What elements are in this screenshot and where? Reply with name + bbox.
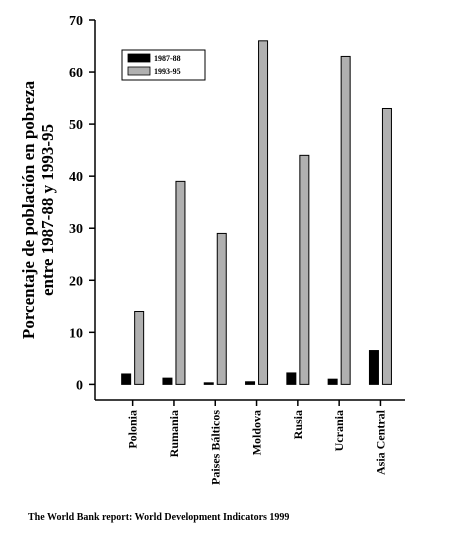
bar [175,180,186,385]
y-tick-label: 10 [69,326,83,341]
legend-swatch [127,53,151,63]
bar [327,378,338,385]
y-tick-label: 0 [76,378,83,393]
x-tick-label: Polonia [126,410,140,449]
bar [203,382,214,385]
legend-swatch [127,66,151,76]
y-tick-label: 30 [69,222,83,237]
y-tick-label: 50 [69,118,83,133]
y-axis-title: Porcentaje de población en pobreza entre… [19,80,57,339]
legend-label: 1993-95 [154,67,181,76]
bar [216,232,227,385]
legend-label: 1987-88 [154,54,181,63]
y-label-line: entre 1987-88 y 1993-95 [38,124,57,296]
x-tick-label: Paises Bálticos [208,410,222,485]
y-tick-label: 40 [69,170,83,185]
source-note: The World Bank report: World Development… [28,512,289,523]
bar [286,372,297,385]
x-tick-label: Asia Central [373,409,387,475]
bar [121,373,132,385]
bar [245,381,256,385]
y-tick-label: 20 [69,274,83,289]
bar [340,55,351,385]
bar [381,107,392,385]
bar [368,350,379,385]
y-tick-label: 70 [69,14,83,29]
bar [134,311,145,385]
bar [162,377,173,385]
bar [299,154,310,385]
x-tick-label: Moldova [250,410,264,455]
x-tick-label: Rumania [167,410,181,457]
x-tick-label: Ucrania [332,410,346,451]
legend: 1987-88 1993-95 [121,49,206,81]
x-tick-label: Rusia [291,410,305,439]
bar [258,40,269,385]
y-tick-label: 60 [69,66,83,81]
y-label-line: Porcentaje de población en pobreza [19,80,38,339]
